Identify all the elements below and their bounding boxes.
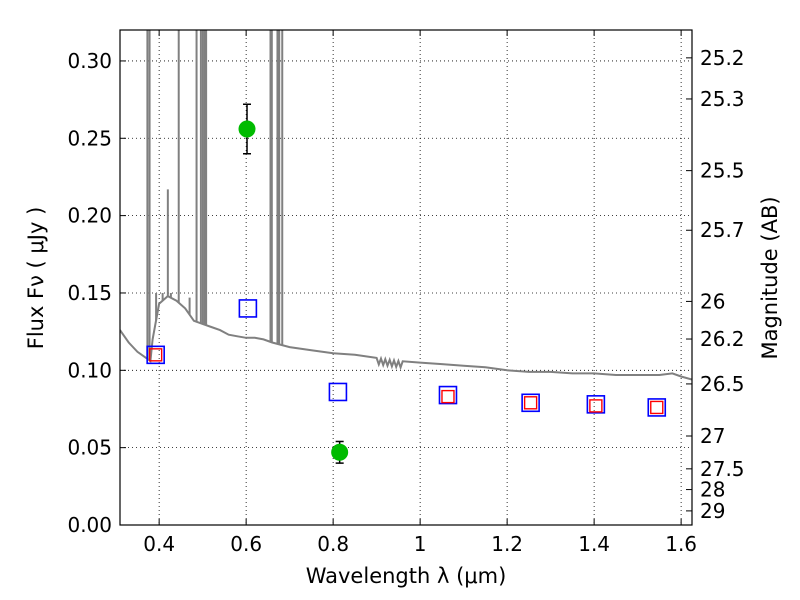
y2-axis-title: Magnitude (AB) [758,196,782,359]
x-tick-label: 1.6 [665,532,697,556]
y-tick-label: 0.15 [67,281,112,305]
x-tick-label: 1 [414,532,427,556]
mag-tick-label: 27.5 [700,457,745,481]
mag-tick-label: 25.2 [700,46,745,70]
x-axis-title: Wavelength λ (μm) [306,564,507,588]
mag-tick-label: 28 [700,478,725,502]
x-tick-label: 0.4 [143,532,175,556]
mag-tick-label: 26.5 [700,372,745,396]
observed-point [331,443,349,461]
mag-tick-label: 26 [700,289,725,313]
model-point-blue [586,395,606,414]
mag-tick-label: 26.2 [700,327,745,351]
y-tick-label: 0.05 [67,436,112,460]
mag-tick-label: 25.5 [700,159,745,183]
model-point-red [523,396,538,410]
model-point-red [589,399,603,413]
model-point-red [441,389,455,404]
model-point-red [650,400,664,415]
y-tick-label: 0.10 [67,358,112,382]
mag-tick-label: 25.7 [700,218,745,242]
axes-layer: 0.4 0.6 0.8 1 1.2 1.4 1.6 0.00 0.05 0.10 0.15 0.20 0… [67,30,745,556]
mag-tick-label: 25.3 [700,87,745,111]
y-tick-label: 0.30 [67,49,112,73]
model-point-blue [238,299,258,318]
model-point-blue [438,385,458,405]
x-tick-label: 1.4 [578,532,610,556]
y-axis-title: Flux Fν ( μJy ) [24,207,48,350]
model-point-blue [647,398,667,417]
model-point-blue [146,345,165,365]
model-point-blue [328,382,348,402]
x-tick-label: 0.6 [230,532,262,556]
plot-frame [119,29,693,526]
y-tick-label: 0.25 [67,126,112,150]
observed-point [238,120,256,138]
x-tick-label: 0.8 [317,532,349,556]
mag-tick-label: 29 [700,499,725,523]
y-tick-label: 0.00 [67,513,112,537]
spectrum-continuum [120,294,692,381]
model-point-red [148,348,163,362]
model-point-blue [521,393,540,413]
x-tick-label: 1.2 [491,532,523,556]
mag-tick-label: 27 [700,424,725,448]
points-layer [146,103,667,464]
y-tick-label: 0.20 [67,204,112,228]
spectrum-layer [120,30,692,381]
